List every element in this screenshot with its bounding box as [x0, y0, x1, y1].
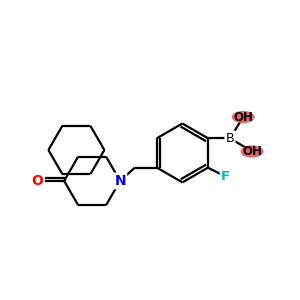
- Text: OH: OH: [242, 145, 262, 158]
- Text: F: F: [221, 170, 230, 183]
- Ellipse shape: [241, 145, 263, 158]
- Text: N: N: [114, 174, 126, 188]
- Text: O: O: [32, 174, 44, 188]
- Text: B: B: [226, 132, 234, 145]
- Ellipse shape: [232, 111, 255, 123]
- Text: OH: OH: [233, 110, 253, 124]
